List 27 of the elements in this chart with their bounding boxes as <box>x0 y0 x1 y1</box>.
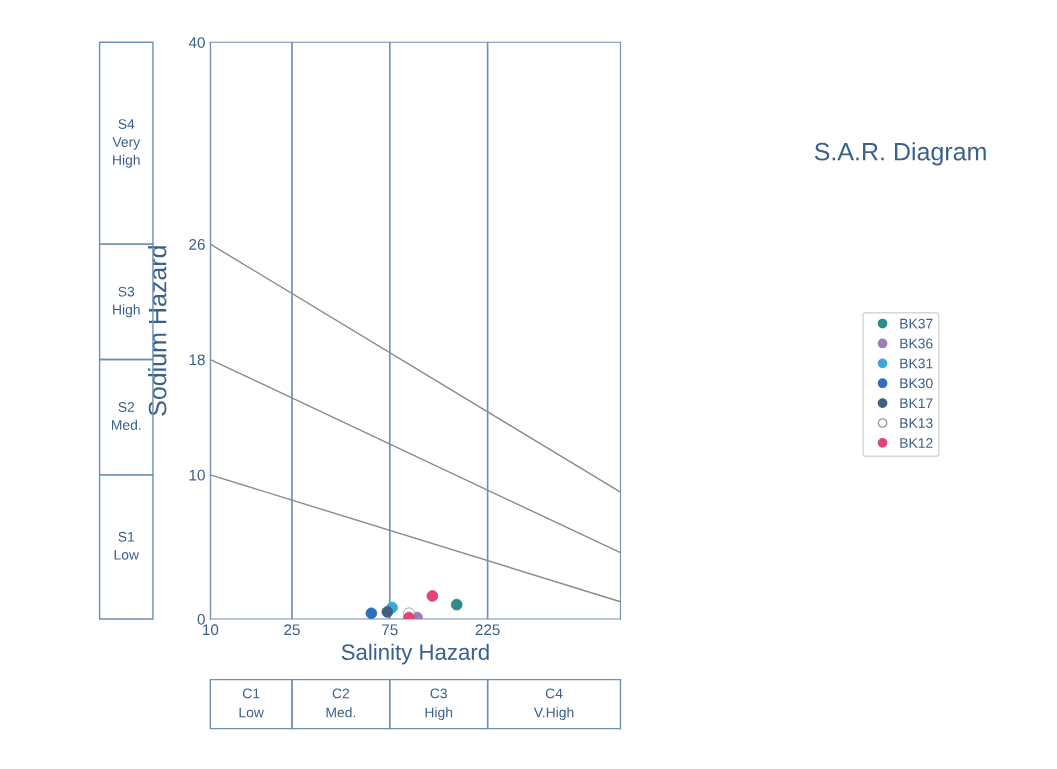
text: C1 Low <box>239 688 264 718</box>
y-tick-label: 18 <box>189 354 205 366</box>
x-tick-label: 225 <box>475 624 500 636</box>
legend-label: BK36 <box>900 338 933 349</box>
text: S4 Very High <box>112 119 141 168</box>
x-tick-label: 25 <box>284 624 300 636</box>
text: C3 High <box>425 688 453 721</box>
text: S1 Low <box>114 531 140 560</box>
y-axis-title: Sodium Hazard <box>148 246 167 416</box>
x-tick-label: 10 <box>203 624 219 636</box>
y-tick-label: 10 <box>189 469 205 481</box>
x-tick-label: 75 <box>382 624 398 636</box>
legend-label: BK17 <box>900 398 933 408</box>
legend-label: BK30 <box>900 378 933 389</box>
y-tick-label: 0 <box>197 613 205 625</box>
y-tick-label: 26 <box>189 239 205 250</box>
text: C2 Med. <box>326 688 356 718</box>
text: S3 High <box>113 286 140 318</box>
text: S.A.R. Diagram <box>814 142 986 166</box>
legend-label: BK31 <box>900 358 933 369</box>
x-axis-title: Salinity Hazard <box>341 643 489 665</box>
text: C4 V.High <box>533 688 574 721</box>
y-tick-label: 40 <box>188 37 205 48</box>
legend-label: BK13 <box>900 418 933 429</box>
legend-label: BK12 <box>900 438 933 448</box>
legend-label: BK37 <box>900 318 933 329</box>
text: S2 Med. <box>111 402 141 430</box>
